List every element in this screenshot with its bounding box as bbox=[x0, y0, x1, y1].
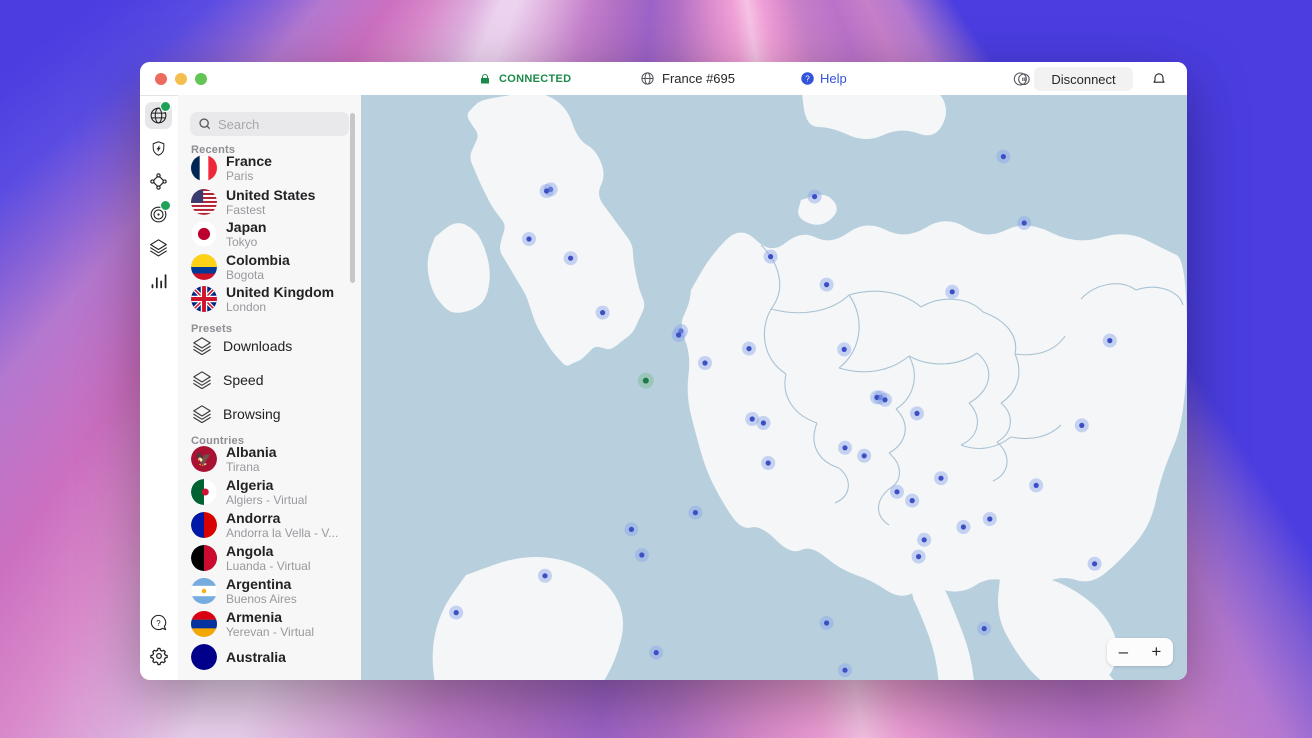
svg-text:🦅: 🦅 bbox=[196, 450, 212, 466]
svg-text:?: ? bbox=[805, 74, 810, 83]
svg-text:?: ? bbox=[156, 619, 161, 628]
